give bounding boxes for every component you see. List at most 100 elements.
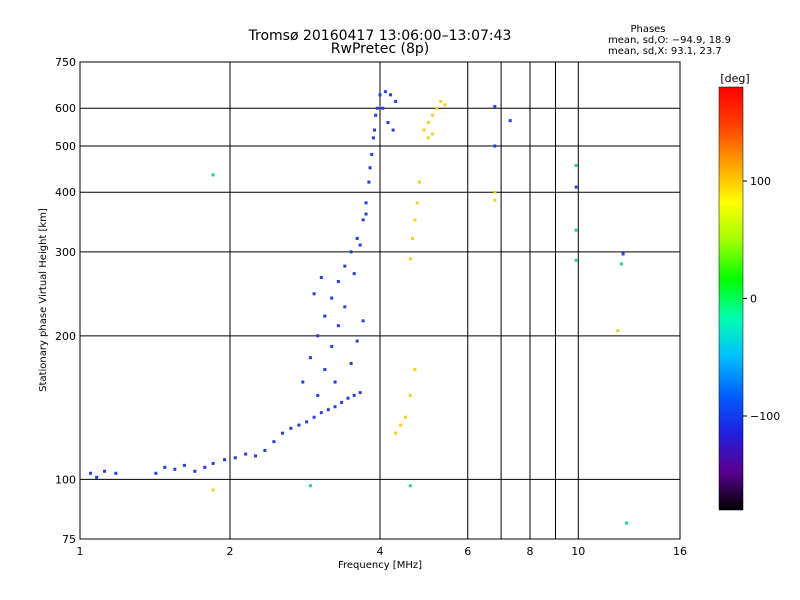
data-point-o: [378, 93, 382, 97]
data-point-o: [244, 452, 248, 456]
x-tick-label: 10: [571, 545, 585, 558]
data-point-other: [308, 484, 312, 488]
axis-ticks: 75 100 200 300 400 500 600 750 1 2 4 6 8 10 16: [55, 56, 687, 558]
data-point-o: [343, 305, 347, 309]
data-point-o: [358, 391, 362, 395]
y-tick-label: 300: [55, 246, 76, 259]
data-point-o: [349, 250, 353, 254]
data-point-o: [319, 411, 323, 415]
data-point-x: [493, 198, 497, 202]
data-point-o: [368, 166, 372, 170]
data-point-other: [574, 228, 578, 232]
data-point-o: [493, 105, 497, 109]
data-point-x: [211, 488, 215, 492]
grid-lines: [80, 62, 680, 539]
data-point-o: [355, 236, 359, 240]
colorbar-gradient: [718, 86, 744, 511]
data-point-o: [389, 93, 393, 97]
colorbar-tick-label: −100: [750, 410, 780, 423]
colorbar-tick-label: 100: [750, 175, 771, 188]
data-point-o: [364, 212, 368, 216]
data-point-o: [211, 461, 215, 465]
data-point-other: [408, 484, 412, 488]
data-point-o: [336, 279, 340, 283]
data-point-o: [373, 128, 377, 132]
data-point-o: [114, 471, 118, 475]
x-tick-label: 2: [227, 545, 234, 558]
stats-x-mode: mean, sd,X: 93.1, 23.7: [608, 46, 722, 57]
data-point-o: [305, 420, 309, 424]
data-point-x: [399, 423, 403, 427]
data-point-o: [352, 393, 356, 397]
data-point-o: [333, 380, 337, 384]
data-points: [89, 90, 629, 525]
data-point-x: [403, 415, 407, 419]
data-point-x: [443, 103, 447, 107]
data-point-o: [383, 90, 387, 94]
y-tick-label: 750: [55, 56, 76, 69]
x-tick-label: 4: [377, 545, 384, 558]
data-point-o: [375, 106, 379, 110]
data-point-x: [422, 128, 426, 132]
data-point-other: [574, 258, 578, 262]
phase-colorbar: [deg] 100 0 −100: [718, 72, 780, 511]
x-tick-label: 8: [527, 545, 534, 558]
data-point-o: [349, 361, 353, 365]
data-point-o: [367, 180, 371, 184]
data-point-o: [319, 276, 323, 280]
data-point-o: [391, 128, 395, 132]
data-point-o: [386, 121, 390, 125]
data-point-other: [211, 173, 215, 177]
data-point-o: [316, 334, 320, 338]
data-point-o: [173, 467, 177, 471]
data-point-o: [326, 408, 330, 412]
data-point-o: [343, 264, 347, 268]
data-point-o: [154, 471, 158, 475]
data-point-o: [312, 292, 316, 296]
data-point-x: [426, 136, 430, 140]
data-point-o: [361, 319, 365, 323]
x-axis-label: Frequency [MHz]: [338, 560, 422, 571]
data-point-o: [253, 454, 257, 458]
y-axis-label: Stationary phase Virtual Height [km]: [38, 208, 49, 392]
data-point-o: [312, 415, 316, 419]
colorbar-unit-label: [deg]: [720, 72, 749, 85]
data-point-x: [413, 367, 417, 371]
data-point-o: [193, 469, 197, 473]
data-point-x: [408, 393, 412, 397]
data-point-o: [340, 400, 344, 404]
data-point-x: [493, 190, 497, 194]
data-point-o: [297, 423, 301, 427]
data-point-o: [182, 463, 186, 467]
data-point-o: [233, 456, 237, 460]
data-point-o: [574, 185, 578, 189]
data-point-o: [336, 324, 340, 328]
data-point-other: [625, 521, 629, 525]
data-point-o: [346, 396, 350, 400]
chart-title: Tromsø 20160417 13:06:00–13:07:43: [248, 28, 512, 44]
data-point-x: [408, 257, 412, 261]
data-point-x: [426, 121, 430, 125]
data-point-x: [435, 106, 439, 110]
y-tick-label: 75: [62, 533, 76, 546]
data-point-o: [289, 426, 293, 430]
y-tick-label: 500: [55, 140, 76, 153]
data-point-o: [381, 106, 385, 110]
data-point-x: [417, 180, 421, 184]
data-point-o: [333, 405, 337, 409]
data-point-x: [411, 236, 415, 240]
data-point-o: [361, 218, 365, 222]
colorbar-ticks: 100 0 −100: [743, 175, 780, 423]
data-point-o: [330, 296, 334, 300]
data-point-x: [394, 431, 398, 435]
data-point-other: [619, 262, 623, 266]
data-point-o: [508, 119, 512, 123]
data-point-o: [355, 339, 359, 343]
data-point-o: [371, 136, 375, 140]
data-point-other: [574, 164, 578, 168]
data-point-x: [413, 218, 417, 222]
data-point-o: [330, 344, 334, 348]
data-point-o: [374, 113, 378, 117]
